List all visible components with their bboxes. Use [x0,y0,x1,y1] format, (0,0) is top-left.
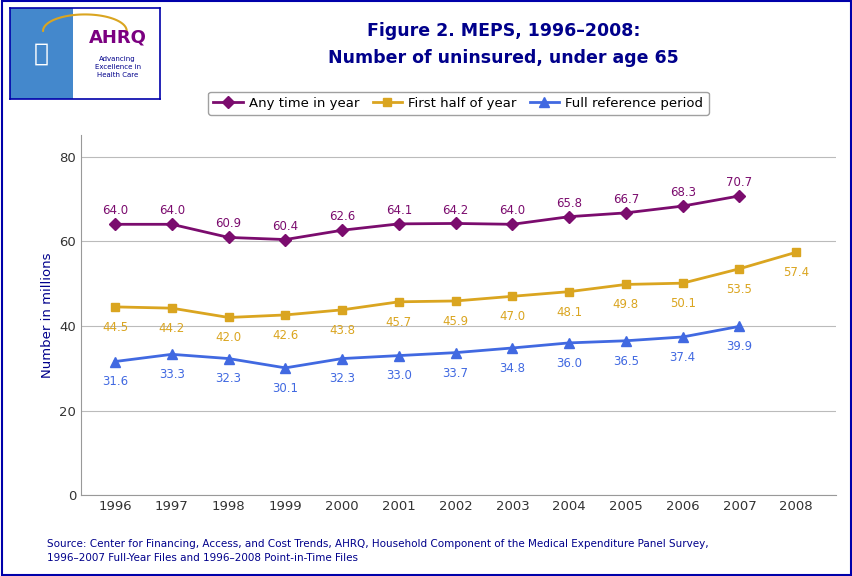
Text: 36.5: 36.5 [613,355,638,367]
Text: Advancing
Excellence in
Health Care: Advancing Excellence in Health Care [95,56,141,78]
Text: 34.8: 34.8 [498,362,525,375]
Text: 64.0: 64.0 [158,204,185,217]
Text: 57.4: 57.4 [782,266,809,279]
Text: 31.6: 31.6 [102,376,128,388]
Text: 32.3: 32.3 [329,373,354,385]
Text: 64.2: 64.2 [442,203,469,217]
Text: 42.0: 42.0 [216,331,241,344]
Text: 42.6: 42.6 [272,329,298,342]
Bar [10,8,72,99]
Text: 39.9: 39.9 [726,340,751,353]
Text: 🦅: 🦅 [34,41,49,66]
Text: 50.1: 50.1 [669,297,695,310]
Text: 45.7: 45.7 [385,316,412,329]
Text: 44.2: 44.2 [158,322,185,335]
Text: 60.4: 60.4 [272,219,298,233]
Text: 48.1: 48.1 [556,305,582,319]
Text: 43.8: 43.8 [329,324,354,337]
Text: 37.4: 37.4 [669,351,695,364]
Text: 36.0: 36.0 [556,357,581,370]
Text: 45.9: 45.9 [442,315,468,328]
Text: 32.3: 32.3 [216,373,241,385]
Text: 65.8: 65.8 [556,197,581,210]
Text: 47.0: 47.0 [498,310,525,323]
Text: 33.0: 33.0 [385,369,412,382]
Text: 33.7: 33.7 [442,366,468,380]
Text: 66.7: 66.7 [612,193,638,206]
Text: 53.5: 53.5 [726,283,751,295]
Text: 44.5: 44.5 [102,321,128,334]
Text: 62.6: 62.6 [329,210,354,223]
Text: 33.3: 33.3 [158,368,185,381]
Legend: Any time in year, First half of year, Full reference period: Any time in year, First half of year, Fu… [208,92,708,115]
Text: Figure 2. MEPS, 1996–2008:
Number of uninsured, under age 65: Figure 2. MEPS, 1996–2008: Number of uni… [327,22,678,67]
Text: 70.7: 70.7 [726,176,751,189]
Text: 30.1: 30.1 [272,382,298,395]
Text: 60.9: 60.9 [216,218,241,230]
Text: 49.8: 49.8 [612,298,638,312]
Y-axis label: Number in millions: Number in millions [41,253,54,378]
Text: 64.1: 64.1 [385,204,412,217]
Text: AHRQ: AHRQ [89,28,147,46]
Text: 68.3: 68.3 [669,186,695,199]
Text: 64.0: 64.0 [498,204,525,217]
Text: 64.0: 64.0 [102,204,128,217]
Text: Source: Center for Financing, Access, and Cost Trends, AHRQ, Household Component: Source: Center for Financing, Access, an… [47,539,708,563]
